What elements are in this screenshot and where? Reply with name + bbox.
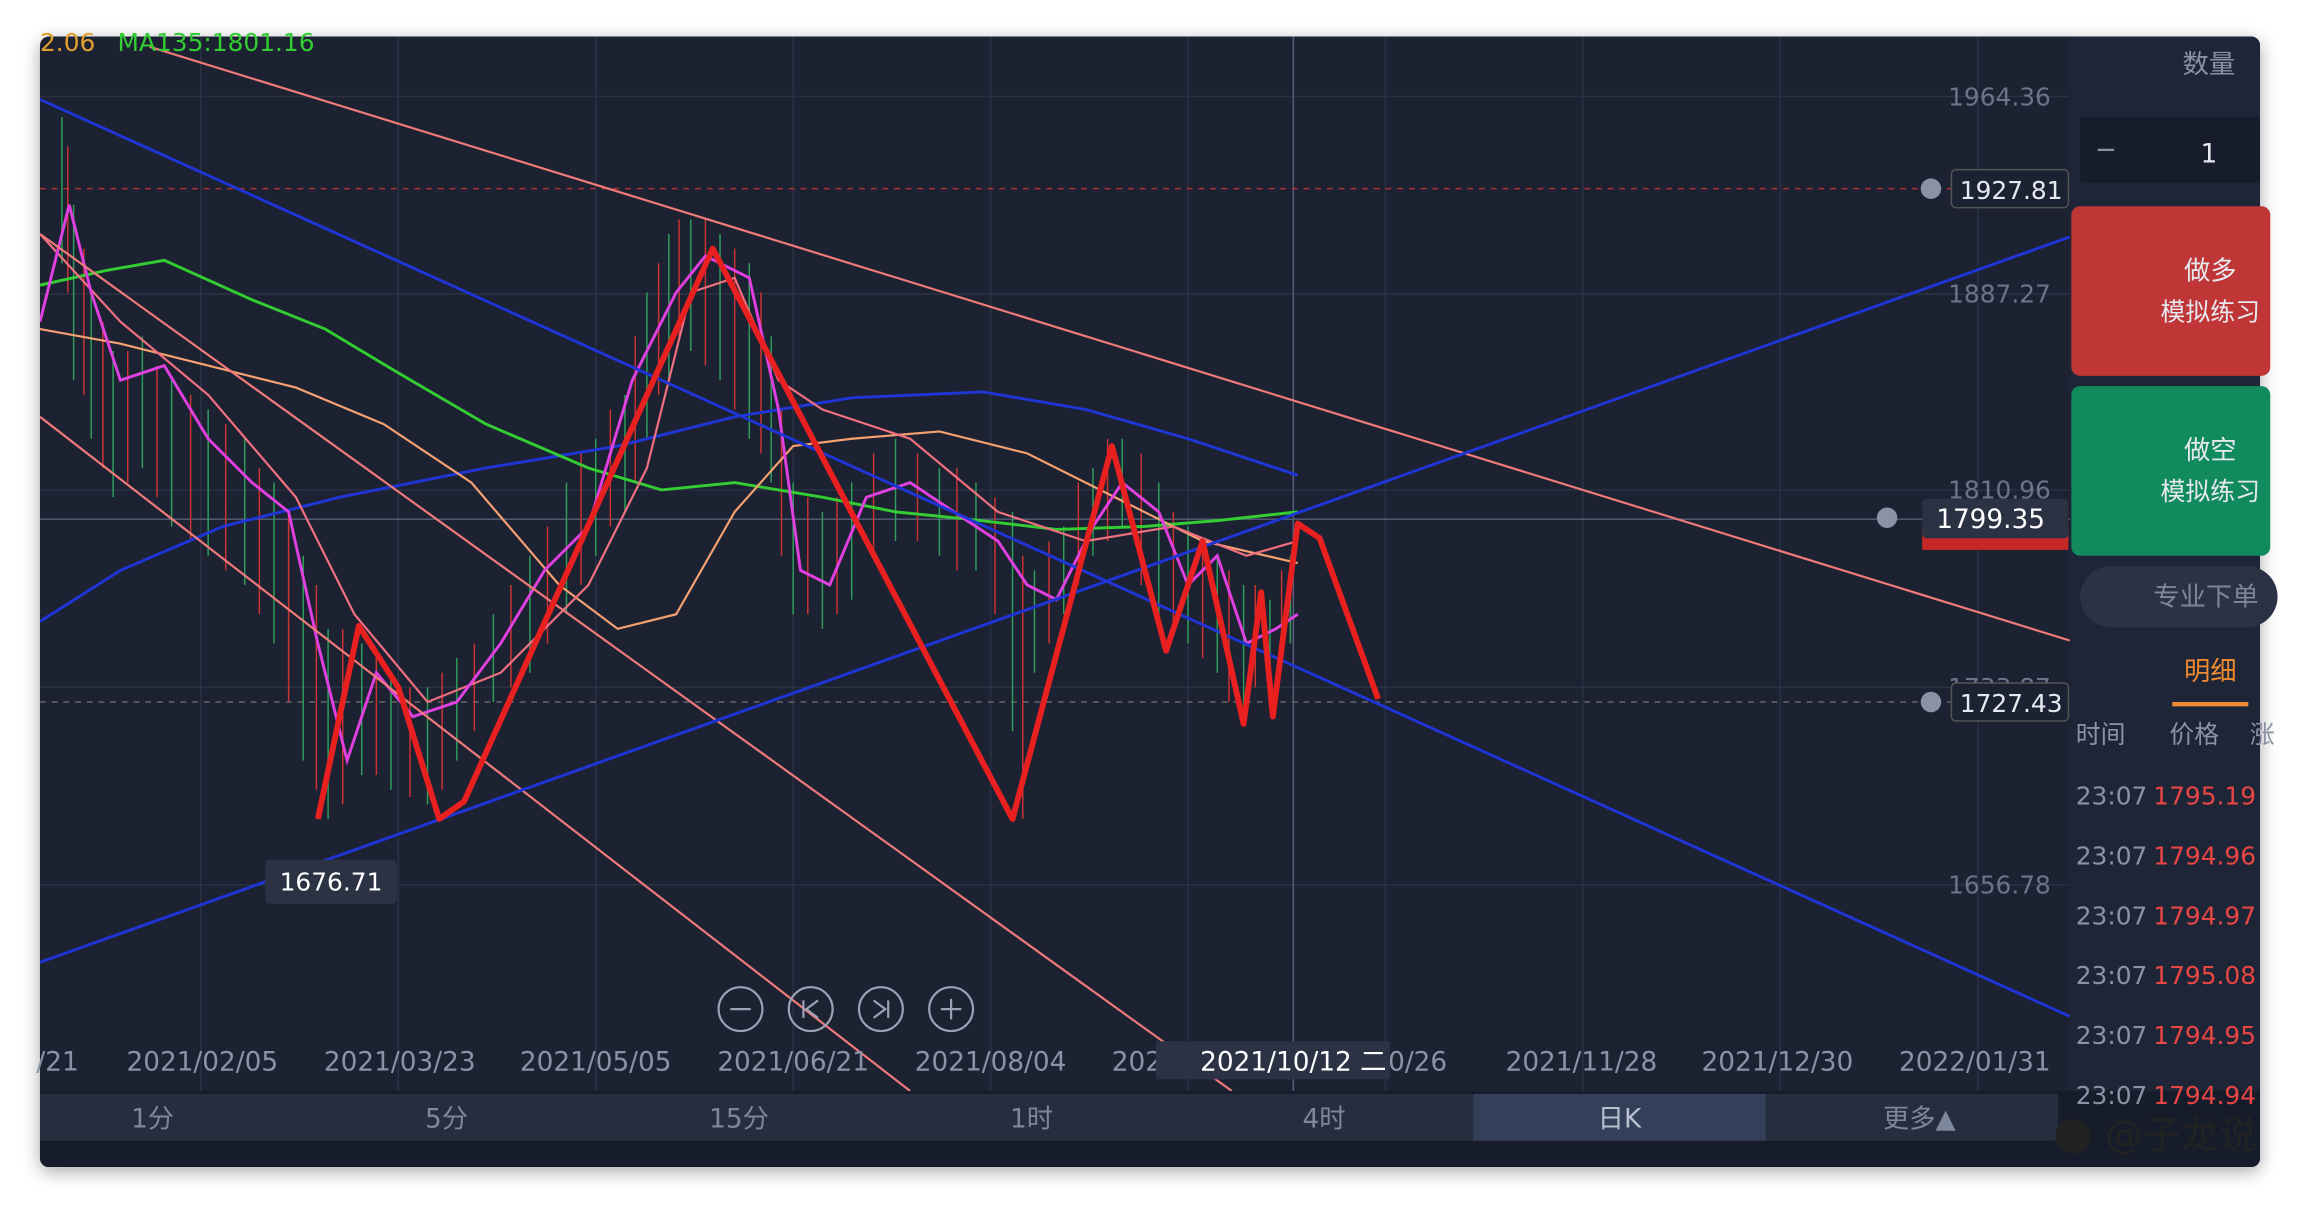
qty-value[interactable]: 1 [2200,139,2217,169]
date-label: /21 [36,1048,78,1078]
annotation-arrows [314,245,1381,822]
price-label: 1656.78 [1948,871,2051,900]
period-tab[interactable]: 4时 [1303,1105,1346,1135]
ma-blue [39,390,1299,623]
period-tab[interactable]: 1时 [1010,1105,1053,1135]
date-label: 0/26 [1388,1048,1447,1078]
trend-lines-pink [39,45,2070,1092]
col-header: 时间 [2076,720,2126,749]
trend-lines-blue [39,98,2070,1018]
qty-label: 数量 [2183,50,2236,80]
alert-price[interactable]: 1927.81 [1960,176,2063,205]
step-forward[interactable] [857,986,904,1033]
bell-icon[interactable] [1920,691,1942,713]
date-label: 2021/08/04 [915,1048,1067,1078]
trade-time: 23:07 [2076,841,2148,870]
price-label: 1964.36 [1948,82,2051,111]
date-label: 2021/12/30 [1702,1048,1854,1078]
trade-price: 1794.95 [2153,1021,2256,1050]
chart-area [39,36,2070,1092]
detail-tab[interactable]: 明细 [2184,657,2237,687]
date-label: 2021/06/21 [717,1048,869,1078]
date-label: 202 [1112,1048,1162,1078]
watermark-icon [2055,1118,2091,1154]
short-button[interactable] [2071,386,2271,556]
tab-active-bg [1473,1093,1766,1141]
trade-price: 1794.94 [2153,1081,2256,1110]
period-tab[interactable]: 15分 [709,1105,769,1135]
date-label: 2021/03/23 [324,1048,476,1078]
col-header: 价格 [2169,720,2219,749]
current-price: 1799.35 [1936,505,2045,535]
date-label: 2021/02/05 [126,1048,278,1078]
trade-price: 1795.19 [2153,781,2256,810]
date-label: 2021/05/05 [520,1048,672,1078]
period-tab[interactable]: 5分 [425,1105,468,1135]
trade-price: 1794.97 [2153,901,2256,930]
trade-time: 23:07 [2076,781,2148,810]
short-title: 做空 [2184,436,2237,466]
pro-order: 专业下单 [2153,582,2258,612]
period-tab[interactable]: 更多▲ [1883,1105,1957,1135]
trade-time: 23:07 [2076,1021,2148,1050]
side-panel [2069,36,2261,1092]
long-title: 做多 [2184,256,2237,286]
trade-time: 23:07 [2076,961,2148,990]
trade-time: 23:07 [2076,1081,2148,1110]
long-button[interactable] [2071,206,2271,376]
ma-orange [39,327,1298,631]
trade-price: 1795.08 [2153,961,2256,990]
date-label: 2022/01/31 [1899,1048,2051,1078]
ma-text: MA135:1801.16 [117,28,314,57]
col-header: 涨 [2250,720,2275,749]
long-sub: 模拟练习 [2161,297,2260,326]
low-label: 1676.71 [280,868,383,897]
ma-text: 2.06 [40,28,95,57]
date-label: 2021/11/28 [1506,1048,1658,1078]
period-tab[interactable]: 日K [1598,1105,1642,1135]
pro-order-button[interactable] [2080,565,2278,628]
zoom-controls [717,986,975,1033]
trade-price: 1794.96 [2153,841,2256,870]
trade-time: 23:07 [2076,901,2148,930]
step-back[interactable] [787,986,834,1033]
alert-price[interactable]: 1727.43 [1960,689,2063,718]
period-tab[interactable]: 1分 [131,1105,174,1135]
zoom-out[interactable] [717,986,764,1033]
price-label: 1887.27 [1948,280,2051,309]
watermark: @子龙说 [2105,1113,2257,1157]
bell-icon[interactable] [1876,507,1898,528]
crosshair-date: 2021/10/12 二 [1200,1048,1386,1078]
short-sub: 模拟练习 [2161,477,2260,506]
ma-green [39,258,1298,531]
qty-minus[interactable]: − [2095,135,2117,165]
bell-icon[interactable] [1920,178,1942,199]
zoom-in[interactable] [928,986,975,1033]
